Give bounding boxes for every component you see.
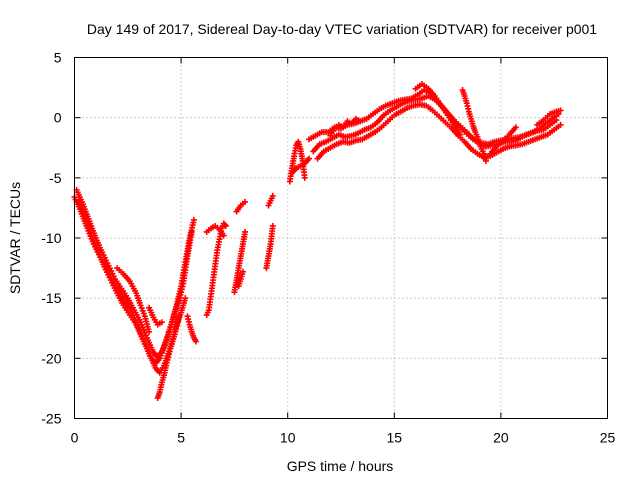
y-tick-label: -25 xyxy=(41,411,61,427)
series-trace-j xyxy=(231,228,249,296)
series-trace-i xyxy=(203,222,227,239)
data-point xyxy=(188,228,195,235)
x-tick-label: 25 xyxy=(600,430,616,446)
y-tick-label: 0 xyxy=(54,110,62,126)
data-point xyxy=(190,216,197,223)
x-tick-label: 5 xyxy=(177,430,185,446)
data-point xyxy=(242,228,249,235)
series-trace-l xyxy=(235,268,246,290)
x-axis-label: GPS time / hours xyxy=(287,458,394,474)
data-marks xyxy=(71,80,564,402)
data-point xyxy=(306,155,313,162)
data-point xyxy=(357,118,364,125)
axis-ticks: 0 5 10 15 20 25 5 0 -5 -10 -15 -20 -25 xyxy=(41,50,615,446)
data-point xyxy=(242,198,249,205)
series-trace-b xyxy=(73,186,195,361)
series-trace-s xyxy=(314,101,564,162)
series-trace-g xyxy=(184,313,200,345)
data-point xyxy=(457,131,464,138)
series-trace-u xyxy=(412,80,464,138)
x-tick-label: 10 xyxy=(280,430,296,446)
y-tick-label: -20 xyxy=(41,350,61,366)
data-point xyxy=(301,174,308,181)
data-point xyxy=(222,222,229,229)
data-point xyxy=(557,121,564,128)
series-trace-k xyxy=(233,198,249,215)
data-point xyxy=(193,338,200,345)
data-point xyxy=(482,157,489,164)
data-point xyxy=(158,319,165,326)
y-tick-label: -10 xyxy=(41,230,61,246)
series-trace-x xyxy=(534,107,564,128)
y-axis-label: SDTVAR / TECUs xyxy=(7,182,23,294)
data-point xyxy=(269,192,276,199)
x-tick-label: 0 xyxy=(71,430,79,446)
series-trace-a xyxy=(71,194,197,367)
y-tick-label: -15 xyxy=(41,290,61,306)
x-tick-label: 20 xyxy=(493,430,509,446)
series-trace-w xyxy=(487,124,519,157)
x-tick-label: 15 xyxy=(387,430,403,446)
series-trace-d xyxy=(114,265,153,335)
data-point xyxy=(269,222,276,229)
y-tick-label: 5 xyxy=(54,50,62,66)
plot-frame xyxy=(74,57,608,419)
data-point xyxy=(146,328,153,335)
data-point xyxy=(175,313,182,320)
chart-title: Day 149 of 2017, Sidereal Day-to-day VTE… xyxy=(87,21,597,37)
series-trace-v xyxy=(459,86,489,164)
data-point xyxy=(182,295,189,302)
data-point xyxy=(557,107,564,114)
data-point xyxy=(512,124,519,131)
series-trace-f xyxy=(154,313,182,402)
data-point xyxy=(220,232,227,239)
series-trace-m xyxy=(263,222,276,272)
series-trace-e xyxy=(146,304,165,328)
y-tick-label: -5 xyxy=(49,170,62,186)
data-point xyxy=(239,268,246,275)
series-trace-n xyxy=(265,192,276,209)
series-trace-p xyxy=(288,155,313,177)
series-trace-t xyxy=(327,115,364,139)
